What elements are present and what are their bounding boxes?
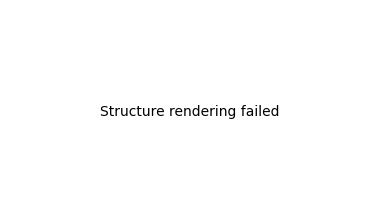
Text: Structure rendering failed: Structure rendering failed <box>100 105 279 119</box>
